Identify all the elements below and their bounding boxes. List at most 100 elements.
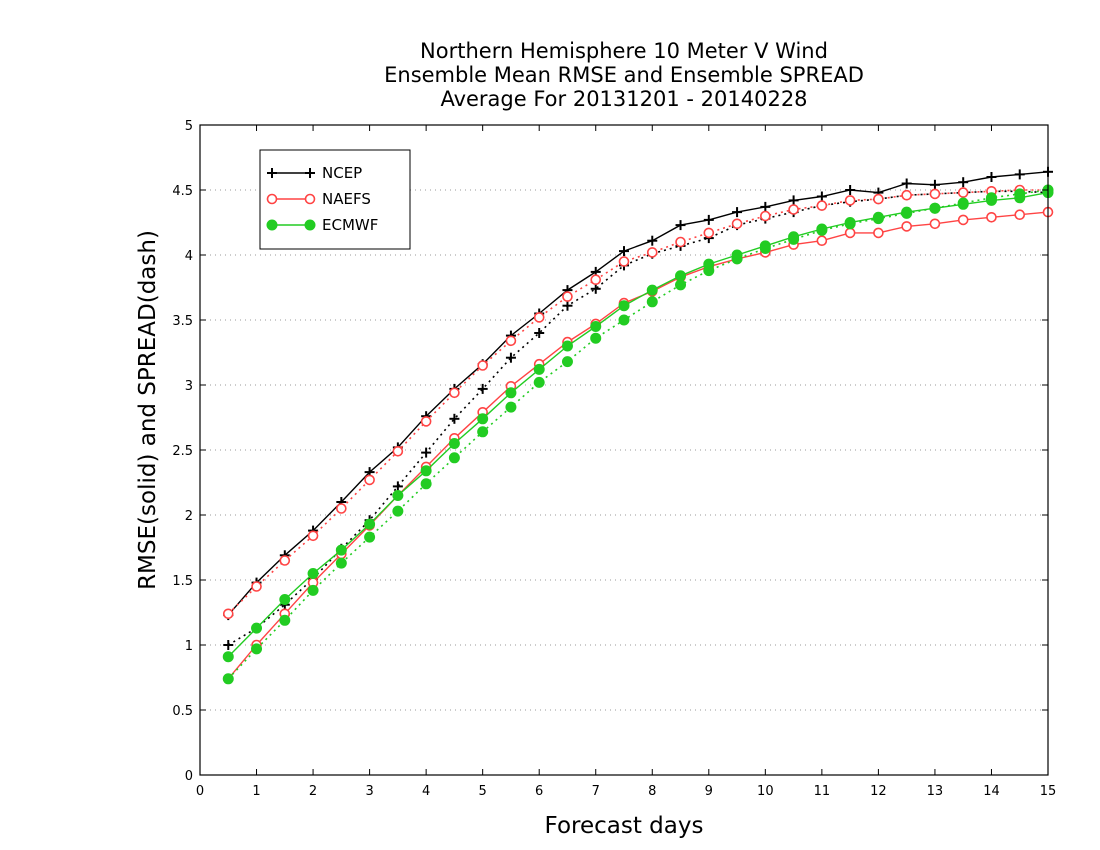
series-ecmwf-spread-point [561, 356, 573, 368]
series-ecmwf-rmse-point [392, 490, 404, 501]
legend-marker [267, 168, 277, 178]
series-naefs-spread-point [392, 445, 404, 457]
series-ecmwf-rmse-point [590, 321, 602, 332]
series-naefs-spread-point [336, 503, 347, 514]
legend-item-naefs: NAEFS [266, 190, 371, 208]
y-tick-label: 3.5 [172, 314, 193, 329]
series-ecmwf-rmse-point [759, 240, 771, 252]
series-naefs-rmse-point [816, 235, 828, 246]
series-ncep-rmse-point [958, 177, 969, 188]
series-naefs [222, 184, 1054, 685]
series-ncep-spread-point [223, 640, 234, 650]
series-ncep-rmse-point [1014, 169, 1025, 180]
series-ecmwf-spread-point [477, 426, 489, 438]
x-tick-label: 12 [870, 784, 887, 799]
x-axis-label: Forecast days [545, 813, 704, 839]
series-naefs-spread-point [703, 227, 715, 239]
series-ncep-spread-point [449, 413, 460, 424]
y-tick-label: 4 [185, 249, 193, 264]
series-ecmwf-rmse-point [901, 206, 913, 218]
y-tick-label: 4.5 [172, 184, 193, 199]
series-ncep-rmse-point [760, 201, 771, 212]
title-line-3: Average For 20131201 - 20140228 [440, 87, 807, 111]
series-ecmwf-rmse-point [307, 568, 319, 579]
series-ncep-spread-point [505, 352, 516, 363]
series-ecmwf-rmse-point [222, 651, 234, 663]
x-tick-label: 6 [535, 784, 543, 799]
series-naefs-spread-point [505, 335, 517, 347]
series-ecmwf-spread-point [590, 332, 602, 344]
series-ecmwf-rmse-point [420, 465, 432, 477]
series-ecmwf-rmse-point [505, 387, 517, 399]
series-ecmwf-rmse-point [731, 249, 743, 261]
series-ncep-rmse-point [675, 220, 686, 231]
series-naefs-rmse-point [1014, 209, 1026, 220]
series-naefs-spread-point [618, 256, 630, 267]
series-ecmwf-rmse-point [1014, 192, 1026, 204]
series-ncep-rmse-point [703, 214, 714, 225]
title-line-1: Northern Hemisphere 10 Meter V Wind [420, 39, 828, 63]
series-ecmwf-rmse-point [788, 231, 800, 243]
series-naefs-spread-point [873, 193, 884, 205]
chart-title: Northern Hemisphere 10 Meter V Wind Ense… [384, 39, 864, 111]
series-naefs-rmse-point [929, 218, 941, 230]
series-ncep-rmse-point [929, 179, 940, 190]
legend-marker [304, 193, 316, 205]
series-naefs-rmse-point [901, 221, 912, 232]
series-ecmwf-rmse-point [335, 544, 347, 556]
series-layer [222, 166, 1054, 685]
series-ecmwf-rmse-point [561, 340, 573, 352]
series-ecmwf-rmse-point [985, 194, 997, 206]
series-ecmwf-spread-point [222, 673, 234, 685]
series-ecmwf-rmse-point [872, 211, 884, 223]
legend-marker [266, 193, 278, 205]
series-naefs-spread-point [788, 204, 799, 215]
series-ecmwf-spread-point [392, 505, 404, 517]
y-tick-label: 1 [185, 639, 193, 654]
series-ecmwf-spread-line [227, 189, 1049, 680]
series-ecmwf-rmse-point [477, 413, 489, 425]
series-ecmwf-rmse-point [844, 217, 856, 228]
series-ecmwf-rmse-point [703, 258, 715, 270]
axis-ticks: 00.511.522.533.544.550 1 2 3 4 5 6 7 8 9 10 11 12 13 1… [172, 119, 1056, 799]
series-ncep-rmse-point [816, 191, 827, 202]
series-naefs-spread-point [562, 291, 573, 302]
series-ecmwf-rmse-point [448, 438, 460, 449]
series-naefs-spread-point [760, 210, 771, 222]
legend: NCEP NAEFS ECMWF [259, 149, 411, 250]
series-ecmwf [222, 184, 1054, 685]
series-ncep-spread-point [477, 383, 488, 394]
series-ecmwf-spread-point [675, 279, 687, 291]
legend-label: ECMWF [322, 216, 378, 234]
series-naefs-spread-point [901, 189, 912, 201]
series-naefs-rmse-line [227, 211, 1049, 680]
series-ncep-rmse-point [732, 207, 743, 218]
series-ecmwf-rmse-point [675, 270, 687, 282]
series-ncep-spread-line [227, 190, 1049, 646]
series-naefs-spread-point [816, 200, 828, 211]
y-tick-label: 0 [185, 769, 193, 784]
series-ncep-rmse-point [788, 195, 799, 206]
series-ecmwf-rmse-line [227, 191, 1049, 658]
y-tick-label: 3 [185, 379, 193, 394]
series-ecmwf-rmse-point [816, 223, 828, 235]
series-naefs-spread-point [449, 387, 460, 399]
series-ecmwf-spread-point [279, 614, 291, 626]
series-naefs-spread-point [675, 236, 686, 248]
series-ecmwf-rmse-point [251, 622, 263, 634]
series-ncep-spread-point [421, 447, 432, 458]
series-naefs-spread-point [590, 274, 602, 286]
series-ncep-spread-point [562, 300, 573, 311]
series-naefs-spread-point [533, 312, 545, 323]
x-tick-label: 15 [1040, 784, 1057, 799]
series-naefs-spread-line [227, 189, 1048, 615]
x-tick-label: 4 [422, 784, 430, 799]
x-tick-label: 10 [757, 784, 774, 799]
series-ecmwf-rmse-point [929, 202, 941, 214]
legend-item-ncep: NCEP [267, 164, 362, 182]
x-tick-label: 0 [196, 784, 204, 799]
x-tick-label: 14 [983, 784, 1000, 799]
y-tick-label: 5 [185, 119, 193, 134]
series-naefs-spread-point [477, 360, 488, 371]
